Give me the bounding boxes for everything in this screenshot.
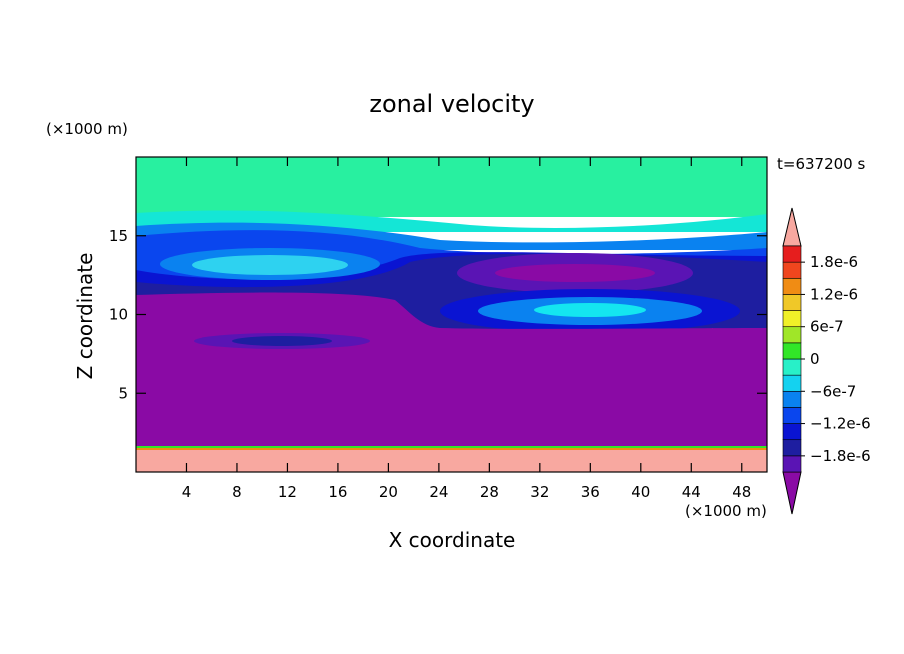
colorbar-tick-label: 6e-7	[810, 318, 844, 336]
y-tick-label: 15	[109, 227, 128, 245]
x-tick-label: 4	[182, 483, 192, 501]
contour-east-purple-core	[495, 264, 655, 282]
colorbar-tick-label: 1.2e-6	[810, 285, 858, 303]
colorbar-min-arrow	[782, 471, 802, 515]
x-tick-label: 20	[379, 483, 398, 501]
contour-west-cyan-core	[192, 255, 348, 275]
contour-region-upper-green	[136, 157, 767, 217]
colorbar-bin	[782, 277, 802, 295]
colorbar-bin	[782, 245, 802, 263]
colorbar-bin	[782, 326, 802, 344]
contour-boundary-band-green	[136, 446, 767, 448]
x-tick-label: 16	[328, 483, 347, 501]
colorbar-tick-label: −1.2e-6	[810, 415, 871, 433]
colorbar-max-arrow	[782, 207, 802, 247]
colorbar-bin	[782, 455, 802, 473]
contour-region-bottom-pink	[136, 450, 767, 472]
x-tick-label: 8	[232, 483, 242, 501]
x-tick-label: 48	[732, 483, 751, 501]
x-tick-label: 32	[530, 483, 549, 501]
contour-west-navy-core	[232, 336, 332, 346]
x-tick-label: 24	[429, 483, 448, 501]
colorbar-bin	[782, 358, 802, 376]
x-axis-label: X coordinate	[389, 528, 516, 552]
colorbar-tick-label: 1.8e-6	[810, 253, 858, 271]
y-tick-label: 10	[109, 306, 128, 324]
colorbar-tick-label: 0	[810, 350, 820, 368]
y-unit-label: (×1000 m)	[46, 120, 128, 138]
x-axis: 4 8 12 16 20 24 28 32 36 40 44 48	[182, 157, 751, 501]
chart-title: zonal velocity	[369, 90, 534, 118]
x-tick-label: 12	[278, 483, 297, 501]
contour-east-cyan-core	[534, 303, 646, 317]
time-label: t=637200 s	[777, 155, 865, 173]
colorbar-bin	[782, 294, 802, 311]
colorbar-bin	[782, 342, 802, 360]
colorbar-bin	[782, 423, 802, 441]
colorbar-bin	[782, 407, 802, 424]
contour-boundary-band-orange	[136, 448, 767, 450]
colorbar-bin	[782, 374, 802, 392]
colorbar-bin	[782, 390, 802, 408]
x-tick-label: 44	[682, 483, 701, 501]
x-tick-label: 36	[581, 483, 600, 501]
x-tick-label: 28	[480, 483, 499, 501]
plot-area	[135, 156, 768, 473]
colorbar-bin	[782, 439, 802, 457]
colorbar-bin	[782, 310, 802, 328]
colorbar: 1.8e-6 1.2e-6 6e-7 0 −6e-7 −1.2e-6 −1.8e-6	[782, 207, 871, 515]
x-tick-label: 40	[631, 483, 650, 501]
colorbar-tick-label: −6e-7	[810, 382, 856, 400]
colorbar-tick-label: −1.8e-6	[810, 447, 871, 465]
y-axis-label: Z coordinate	[73, 253, 97, 380]
colorbar-bin	[782, 261, 802, 279]
y-axis: 5 10 15	[109, 227, 767, 402]
contour-region-lower-purple	[136, 292, 767, 447]
x-unit-label: (×1000 m)	[685, 502, 767, 520]
y-tick-label: 5	[118, 384, 128, 402]
